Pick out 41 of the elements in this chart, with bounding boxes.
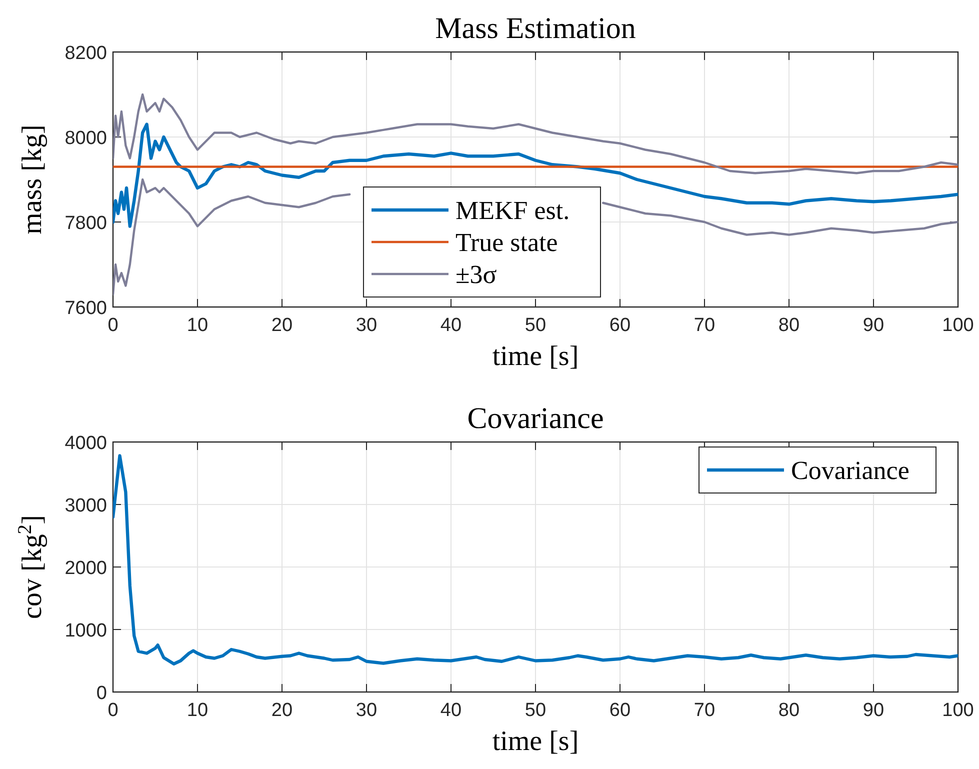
y-tick-label: 8000 (64, 128, 107, 149)
x-tick-label: 40 (440, 700, 462, 721)
y-tick-label: 7600 (64, 298, 107, 319)
y-tick-label: 0 (96, 683, 107, 704)
x-tick-label: 80 (778, 700, 800, 721)
legend-label: True state (456, 228, 558, 257)
x-axis-title: time [s] (492, 726, 579, 757)
x-tick-label: 50 (524, 700, 546, 721)
y-tick-label: 8200 (64, 43, 107, 64)
x-tick-label: 60 (609, 700, 631, 721)
x-tick-label: 10 (186, 315, 208, 336)
line-series (113, 93, 958, 174)
y-tick-label: 2000 (64, 558, 107, 579)
x-tick-label: 10 (186, 700, 208, 721)
y-axis-title: mass [kg] (17, 124, 48, 234)
x-axis-title: time [s] (492, 341, 579, 372)
x-tick-label: 20 (271, 315, 293, 336)
chart-title: Covariance (467, 402, 604, 435)
x-tick-label: 30 (356, 700, 378, 721)
x-tick-label: 70 (694, 315, 716, 336)
y-tick-label: 7800 (64, 213, 107, 234)
x-tick-label: 20 (271, 700, 293, 721)
x-tick-label: 100 (942, 315, 974, 336)
legend-label: Covariance (791, 456, 910, 485)
x-tick-label: 80 (778, 315, 800, 336)
y-tick-label: 1000 (64, 620, 107, 642)
y-tick-label: 3000 (64, 496, 107, 516)
legend-label: MEKF est. (456, 196, 570, 225)
x-tick-label: 70 (694, 700, 716, 721)
line-series (113, 122, 958, 228)
line-series (113, 454, 958, 666)
x-tick-label: 90 (862, 700, 884, 721)
y-tick-label: 4000 (64, 433, 107, 454)
x-tick-label: 50 (524, 315, 546, 336)
chart-title: Mass Estimation (435, 12, 636, 45)
x-tick-label: 100 (942, 700, 974, 721)
x-tick-label: 30 (356, 315, 378, 336)
x-tick-label: 60 (609, 315, 631, 336)
x-tick-label: 90 (862, 315, 884, 336)
legend-label: ±3σ (456, 260, 497, 289)
x-tick-label: 40 (440, 315, 462, 336)
